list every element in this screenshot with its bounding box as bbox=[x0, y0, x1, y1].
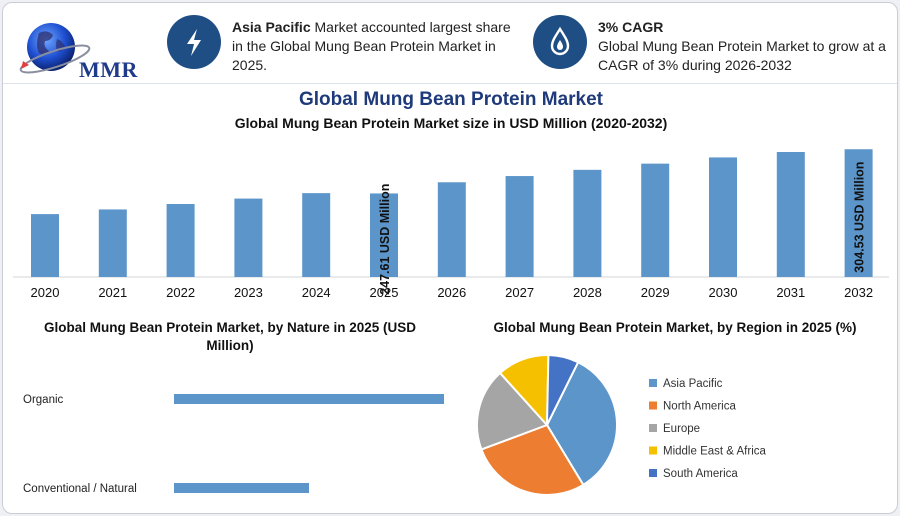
data-label-2032: 304.53 USD Million bbox=[853, 162, 867, 273]
hbar-conventional bbox=[174, 483, 309, 493]
mmr-logo: MMR bbox=[17, 17, 147, 82]
hbar-organic bbox=[174, 394, 444, 404]
nature-bar-chart: Organic Conventional / Natural bbox=[23, 394, 444, 495]
flame-drop-icon bbox=[533, 15, 587, 69]
x-tick-label-2023: 2023 bbox=[234, 285, 263, 300]
x-tick-label-2030: 2030 bbox=[709, 285, 738, 300]
legend-label-south-america: South America bbox=[663, 468, 738, 480]
bar-chart-title: Global Mung Bean Protein Market size in … bbox=[234, 115, 668, 131]
bar-2022 bbox=[166, 204, 195, 277]
kpi-region-share: Asia Pacific Market accounted largest sh… bbox=[232, 18, 524, 75]
kpi-cagr: 3% CAGR Global Mung Bean Protein Market … bbox=[598, 18, 894, 75]
bar-2027 bbox=[505, 176, 534, 277]
market-size-bar-chart: 2020 2021 2022 2023 2024 2025 2026 2027 2028 2029… bbox=[13, 149, 889, 300]
nature-chart-title: Global Mung Bean Protein Market, by Natu… bbox=[43, 320, 417, 353]
x-tick-label-2027: 2027 bbox=[505, 285, 534, 300]
legend-swatch-south-america bbox=[649, 469, 657, 477]
bar-2023 bbox=[234, 198, 263, 277]
page-title: Global Mung Bean Protein Market bbox=[298, 89, 604, 110]
legend-label-north-america: North America bbox=[663, 401, 736, 413]
hbar-label-organic: Organic bbox=[23, 394, 64, 406]
legend-swatch-middle-east-africa bbox=[649, 446, 657, 455]
globe-icon bbox=[19, 23, 91, 74]
bar-2021 bbox=[98, 209, 127, 277]
pie-slice-asia-pacific bbox=[545, 360, 618, 487]
pie-slice-europe bbox=[476, 371, 549, 451]
bar-2031 bbox=[776, 151, 805, 277]
x-tick-label-2024: 2024 bbox=[302, 285, 331, 300]
x-tick-label-2032: 2032 bbox=[844, 285, 873, 300]
data-label-2025: 247.61 USD Million bbox=[378, 184, 392, 295]
x-tick-label-2022: 2022 bbox=[166, 285, 195, 300]
legend-swatch-north-america bbox=[649, 401, 657, 410]
lightning-bolt-icon bbox=[167, 15, 221, 69]
pie-slice-north-america bbox=[480, 423, 585, 496]
legend-label-asia-pacific: Asia Pacific bbox=[663, 378, 723, 390]
legend-label-middle-east-africa: Middle East & Africa bbox=[663, 446, 767, 458]
x-tick-label-2020: 2020 bbox=[31, 285, 60, 300]
hbar-label-conventional: Conventional / Natural bbox=[23, 483, 137, 495]
header-divider bbox=[3, 83, 897, 84]
bar-2024 bbox=[302, 193, 331, 277]
kpi-cagr-bold: 3% CAGR bbox=[598, 19, 664, 35]
bar-2025 bbox=[370, 193, 398, 277]
x-tick-label-2026: 2026 bbox=[437, 285, 466, 300]
region-chart-title: Global Mung Bean Protein Market, by Regi… bbox=[493, 320, 857, 335]
x-tick-label-2031: 2031 bbox=[776, 285, 805, 300]
x-tick-label-2029: 2029 bbox=[641, 285, 670, 300]
bar-2029 bbox=[641, 163, 670, 277]
legend-swatch-asia-pacific bbox=[649, 379, 657, 387]
bar-2030 bbox=[709, 157, 737, 277]
legend-label-europe: Europe bbox=[663, 423, 700, 435]
x-tick-label-2025: 2025 bbox=[370, 285, 399, 300]
brand-name: MMR bbox=[79, 57, 138, 82]
bar-2026 bbox=[437, 182, 466, 277]
kpi-cagr-text: Global Mung Bean Protein Market to grow … bbox=[598, 38, 886, 73]
x-tick-label-2021: 2021 bbox=[98, 285, 127, 300]
kpi-region-text: Market accounted largest share in the Gl… bbox=[232, 19, 511, 73]
bar-2032 bbox=[844, 149, 873, 277]
legend-swatch-europe bbox=[649, 424, 657, 432]
pie-slice-south-america bbox=[546, 353, 580, 426]
kpi-region-bold: Asia Pacific bbox=[232, 19, 311, 35]
region-pie-chart: Asia Pacific North America Europe Middle Ea… bbox=[476, 353, 767, 496]
bar-2020 bbox=[31, 214, 59, 277]
x-tick-label-2028: 2028 bbox=[573, 285, 602, 300]
bar-2028 bbox=[573, 169, 602, 277]
